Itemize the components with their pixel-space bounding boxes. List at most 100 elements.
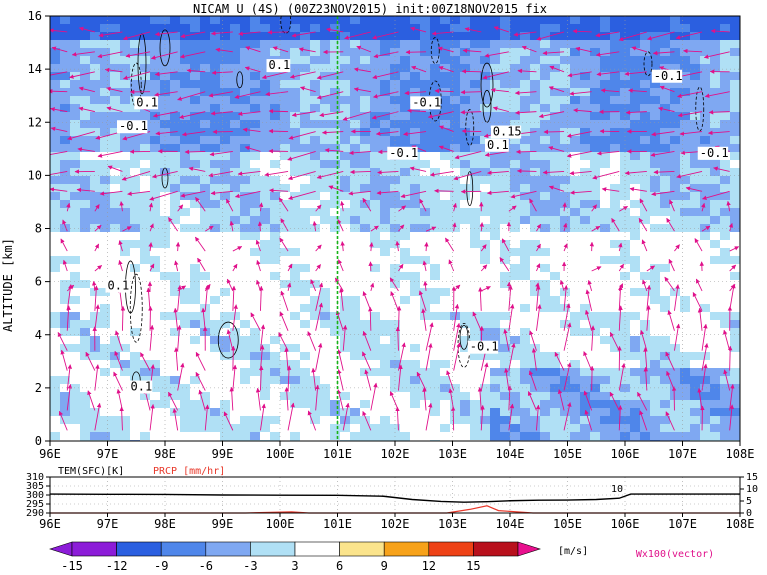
wind-vector [284,347,289,371]
field-cell [300,232,311,241]
field-cell [100,64,111,73]
field-cell [50,48,61,57]
field-cell [90,80,101,89]
field-cell [450,112,461,121]
field-cell [690,48,701,57]
field-cell [210,144,221,153]
wind-vector [425,322,434,351]
wind-vector [480,264,488,272]
field-cell [450,248,461,257]
wind-vector [618,305,623,331]
field-cell [670,288,681,297]
field-cell [520,296,531,305]
field-cell [640,104,651,113]
field-cell [310,176,321,185]
field-cell [220,360,231,369]
contour-line [130,62,142,108]
field-cell [530,200,541,209]
field-cell [330,336,341,345]
field-cell [100,232,111,241]
field-cell [190,272,201,281]
field-cell [180,120,191,129]
field-cell [680,96,691,105]
field-cell [650,48,661,57]
field-cell [540,256,551,265]
field-cell [140,56,151,65]
wind-vector [197,257,206,272]
field-cell [360,88,371,97]
field-cell [570,368,581,377]
field-cell [560,288,571,297]
field-cell [70,16,81,25]
field-cell [280,112,291,121]
field-cell [60,144,71,153]
field-cell [60,400,71,409]
field-cell [400,176,411,185]
field-cell [280,160,291,169]
field-cell [540,280,551,289]
field-cell [230,336,241,345]
field-cell [290,328,301,337]
field-cell [110,168,121,177]
wind-vector [291,111,316,117]
field-cell [630,56,641,65]
field-cell [250,136,261,145]
field-cell [380,424,391,433]
field-cell [110,192,121,201]
field-cell [610,296,621,305]
field-cell [230,160,241,169]
field-cell [320,352,331,361]
field-cell [670,360,681,369]
field-cell [400,72,411,81]
field-cell [360,312,371,321]
field-cell [650,272,661,281]
field-cell [720,96,731,105]
field-cell [120,240,131,249]
field-cell [530,48,541,57]
field-cell [360,280,371,289]
field-cell [640,216,651,225]
field-cell [630,312,641,321]
field-cell [720,400,731,409]
field-cell [330,384,341,393]
wind-vector [450,406,456,431]
wind-vector [316,170,344,180]
field-cell [680,304,691,313]
field-cell [140,368,151,377]
field-cell [310,160,321,169]
field-cell [150,184,161,193]
field-cell [670,136,681,145]
wind-vector [91,280,97,291]
field-cell [380,392,391,401]
field-cell [540,136,551,145]
field-cell [590,256,601,265]
field-cell [610,360,621,369]
wind-vector [624,71,647,76]
field-cell [520,248,531,257]
field-cell [680,336,691,345]
field-cell [320,232,331,241]
wind-vector [362,197,372,212]
field-cell [440,176,451,185]
field-cell [350,40,361,49]
field-cell [360,120,371,129]
field-cell [400,216,411,225]
field-cell [470,176,481,185]
field-cell [510,16,521,25]
field-cell [610,320,621,329]
colorbar-label: 6 [336,559,343,573]
field-cell [520,72,531,81]
field-cell [630,320,641,329]
field-cell [340,304,351,313]
field-cell [230,256,241,265]
field-cell [510,352,521,361]
field-cell [710,288,721,297]
field-cell [300,320,311,329]
field-cell [540,432,551,441]
contour-label-bg [410,96,441,110]
field-cell [380,208,391,217]
wind-vector [453,342,461,371]
field-cell [250,408,261,417]
field-cell [330,40,341,49]
wind-vector [666,217,675,232]
